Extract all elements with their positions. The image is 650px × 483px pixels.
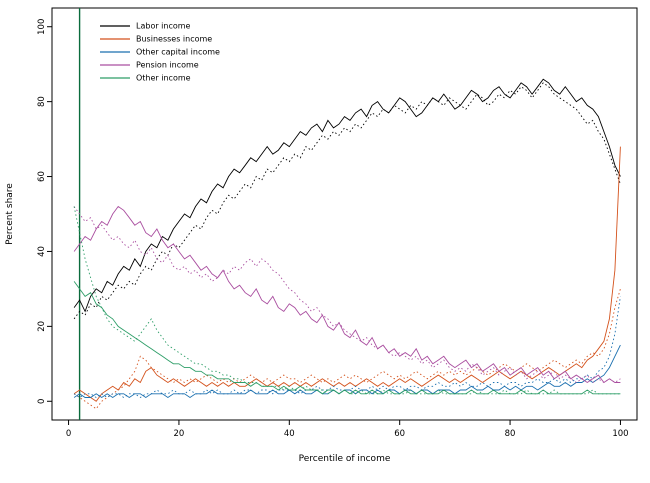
y-tick-label: 40 (37, 246, 47, 257)
legend-item-businesses-income: Businesses income (100, 35, 212, 44)
x-tick-label: 100 (612, 429, 628, 439)
legend-item-other-income: Other income (100, 74, 191, 83)
y-tick-label: 60 (37, 171, 47, 182)
y-axis-ticks: 0 20 40 60 80 100 (37, 19, 52, 404)
series-pension-income (73, 205, 621, 384)
x-tick-label: 0 (66, 429, 71, 439)
series-other-income-alt-dotted (73, 206, 621, 395)
plot-border (51, 7, 638, 421)
series-businesses-income-alt-dotted (73, 288, 621, 410)
x-tick-label: 60 (394, 429, 405, 439)
legend-item-labor-income: Labor income (100, 22, 191, 31)
y-tick-label: 100 (37, 19, 47, 35)
series-pension-income-alt-dotted (73, 206, 621, 384)
legend-label: Labor income (136, 22, 191, 31)
series-other-capital-income (73, 344, 621, 399)
y-axis-label: Percent share (5, 183, 15, 245)
series-businesses-income (73, 146, 621, 402)
x-tick-label: 40 (284, 429, 295, 439)
y-tick-label: 20 (37, 321, 47, 332)
x-axis-label: Percentile of income (299, 454, 391, 464)
legend-label: Other income (136, 74, 191, 83)
legend: Labor income Businesses income Other capit… (100, 22, 220, 83)
series-other-income (73, 281, 621, 395)
series-labor-income (73, 78, 621, 313)
legend-item-other-capital-income: Other capital income (100, 48, 220, 57)
y-tick-label: 0 (37, 399, 47, 404)
x-tick-label: 20 (174, 429, 185, 439)
x-axis-ticks: 0 20 40 60 80 100 (66, 420, 629, 439)
legend-label: Other capital income (136, 48, 220, 57)
data-series (73, 78, 621, 410)
x-tick-label: 80 (505, 429, 516, 439)
series-labor-income-alt-dotted (73, 82, 621, 320)
legend-label: Businesses income (136, 35, 212, 44)
y-tick-label: 80 (37, 96, 47, 107)
legend-item-pension-income: Pension income (100, 61, 199, 70)
legend-label: Pension income (136, 61, 199, 70)
series-other-capital-income-alt-dotted (73, 296, 621, 399)
